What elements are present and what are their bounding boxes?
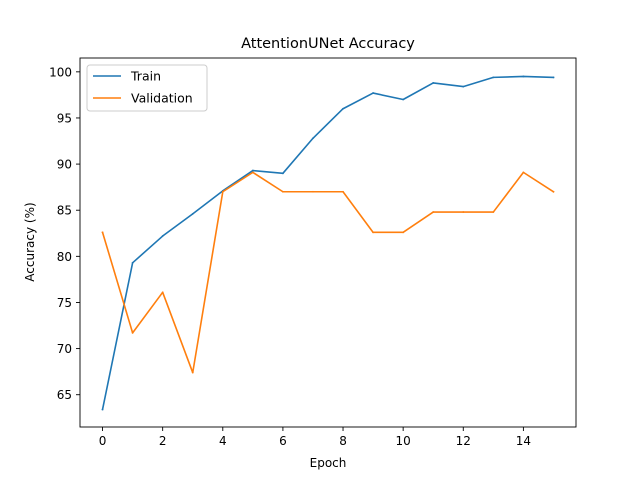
data-point-validation [462,211,465,213]
y-tick-label: 85 [57,204,72,218]
data-point-train [402,98,405,101]
data-point-validation [312,190,314,193]
data-point-train [282,172,284,175]
data-point-validation [492,211,495,213]
data-point-train [312,137,314,140]
x-tick-label: 8 [339,434,347,448]
data-point-validation [432,211,435,213]
legend-label-train: Train [130,69,161,84]
plot-background [80,58,576,427]
data-point-validation [221,190,224,193]
x-tick-label: 4 [219,434,227,448]
y-tick-label: 70 [57,342,72,356]
data-point-validation [191,371,194,374]
data-point-validation [131,332,134,334]
data-point-train [552,76,555,79]
x-tick-label: 14 [516,434,531,448]
y-tick-label: 100 [49,65,72,79]
y-tick-label: 90 [57,158,72,172]
data-point-validation [372,231,374,234]
series-line-validation [101,171,555,374]
x-tick-label: 6 [279,434,287,448]
data-point-train [522,75,525,78]
data-point-validation [251,171,254,174]
data-point-train [372,92,374,94]
data-point-train [342,107,344,110]
x-tick-label: 12 [456,434,471,448]
data-point-validation [101,231,104,234]
y-tick-label: 80 [57,250,72,264]
data-point-train [462,85,465,88]
legend: Train Validation [86,64,208,112]
data-point-validation [342,190,344,193]
y-tick-label: 75 [57,296,72,310]
data-point-train [161,235,164,237]
y-axis: 65 70 75 80 85 90 95 100 [49,65,80,402]
data-point-train [191,213,194,215]
legend-label-validation: Validation [131,91,193,106]
x-axis-label: Epoch [310,456,347,470]
data-point-train [251,169,254,172]
plot-area [79,57,577,428]
data-point-train [492,76,495,79]
data-point-validation [522,171,525,174]
series-layer [101,75,555,411]
data-point-validation [161,291,164,294]
y-axis-label: Accuracy (%) [23,202,37,281]
x-axis: 0 2 4 6 8 10 12 14 [99,427,531,448]
data-point-train [432,82,435,84]
chart-title: AttentionUNet Accuracy [241,36,415,52]
data-point-train [101,408,104,411]
series-line-train [101,75,555,411]
x-tick-label: 0 [99,434,107,448]
data-point-validation [402,231,405,234]
x-tick-label: 2 [159,434,167,448]
y-tick-label: 95 [57,111,72,125]
x-tick-label: 10 [396,434,411,448]
data-point-validation [282,190,284,193]
y-tick-label: 65 [57,388,72,402]
plot-frame [79,57,577,428]
data-point-validation [552,190,555,193]
data-point-train [131,261,134,264]
